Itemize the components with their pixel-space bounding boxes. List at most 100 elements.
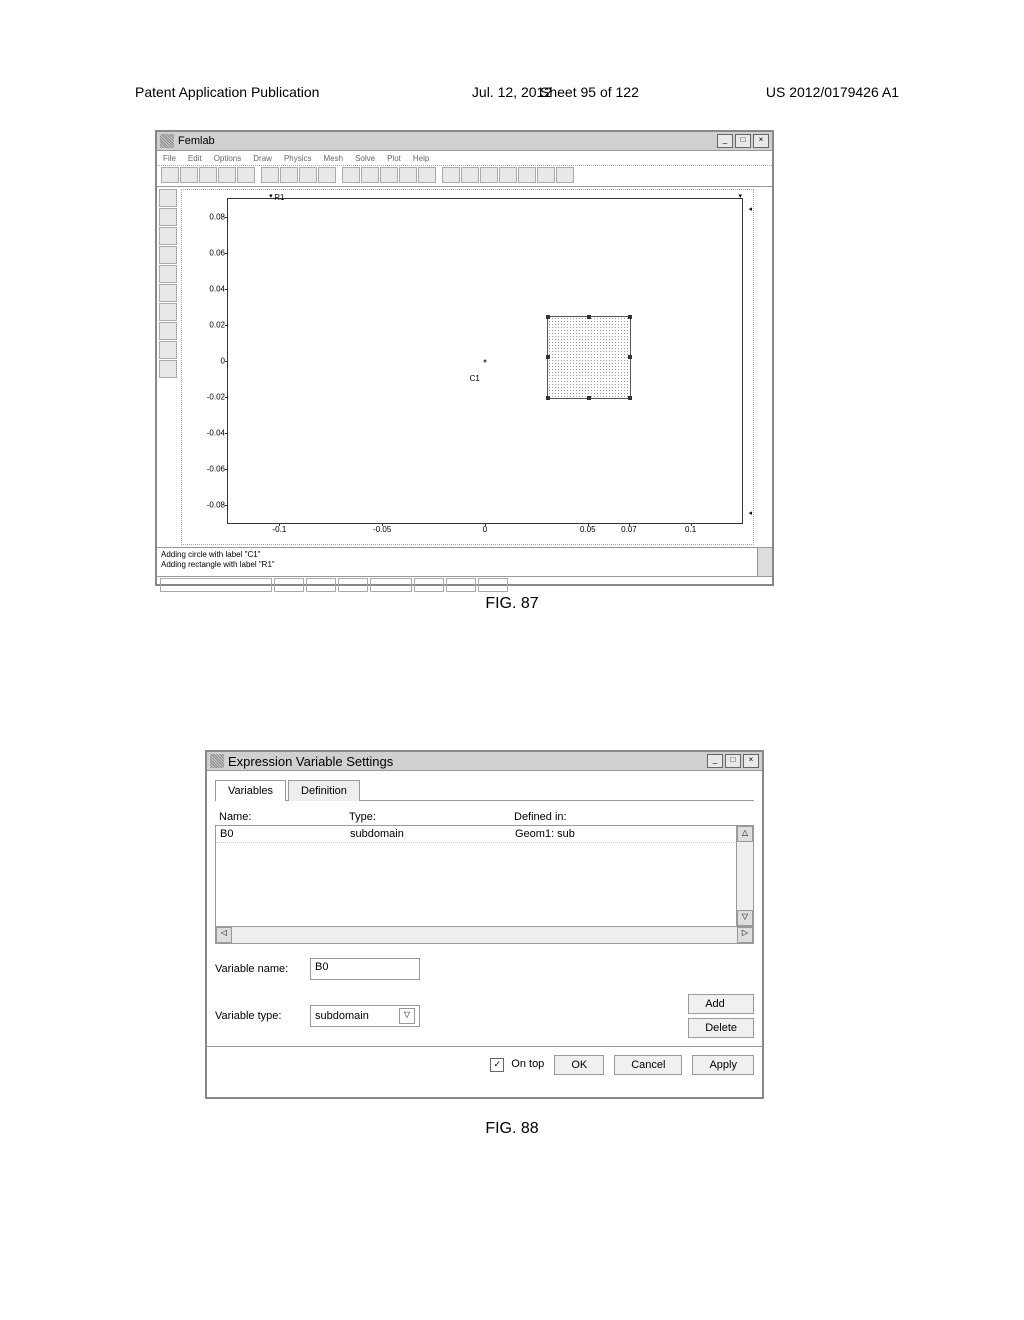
xtick-label: 0.1 — [685, 525, 696, 534]
menu-draw[interactable]: Draw — [253, 154, 272, 163]
scroll-left-icon[interactable]: ◁ — [216, 927, 232, 943]
toolbar-button[interactable] — [537, 167, 555, 183]
toolbar-button[interactable] — [480, 167, 498, 183]
patent-header-left: Patent Application Publication — [135, 84, 319, 100]
menu-edit[interactable]: Edit — [188, 154, 202, 163]
column-header-name: Name: — [219, 811, 349, 823]
toolbar-button[interactable] — [380, 167, 398, 183]
close-button[interactable]: × — [743, 754, 759, 768]
rectangle-r1[interactable] — [547, 316, 631, 399]
on-top-text: On top — [511, 1058, 544, 1070]
toolbar-button[interactable] — [361, 167, 379, 183]
scroll-up-icon[interactable]: △ — [737, 826, 753, 842]
variable-type-value: subdomain — [315, 1010, 369, 1022]
toolbar-button[interactable] — [499, 167, 517, 183]
figure-88-label: FIG. 88 — [0, 1120, 1024, 1138]
menu-options[interactable]: Options — [214, 154, 242, 163]
toolbar-button[interactable] — [161, 167, 179, 183]
close-button[interactable]: × — [753, 134, 769, 148]
menu-help[interactable]: Help — [413, 154, 429, 163]
toolbar-button[interactable] — [199, 167, 217, 183]
maximize-button[interactable]: □ — [735, 134, 751, 148]
ok-button[interactable]: OK — [554, 1055, 604, 1075]
tool-button[interactable] — [159, 208, 177, 226]
tool-button[interactable] — [159, 284, 177, 302]
log-panel: Adding circle with label "C1" Adding rec… — [157, 547, 772, 577]
app-icon — [160, 134, 174, 148]
ytick-label: -0.04 — [207, 428, 225, 437]
dialog-titlebar[interactable]: Expression Variable Settings _ □ × — [207, 752, 762, 771]
variable-name-input[interactable]: B0 — [310, 958, 420, 980]
toolbar-button[interactable] — [518, 167, 536, 183]
log-scrollbar[interactable] — [757, 548, 772, 576]
chevron-down-icon[interactable]: ▽ — [399, 1008, 415, 1024]
menu-mesh[interactable]: Mesh — [324, 154, 344, 163]
cell-defined: Geom1: sub — [515, 828, 732, 840]
tool-button[interactable] — [159, 265, 177, 283]
scroll-down-icon[interactable]: ▽ — [737, 910, 753, 926]
variables-listbox[interactable]: B0 subdomain Geom1: sub △ ▽ — [215, 825, 754, 927]
delete-button[interactable]: Delete — [688, 1018, 754, 1038]
tab-definition[interactable]: Definition — [288, 780, 360, 801]
circle-c1-center[interactable] — [484, 360, 487, 363]
menu-plot[interactable]: Plot — [387, 154, 401, 163]
patent-header-sheet: Sheet 95 of 122 — [540, 84, 639, 100]
plot-area[interactable]: 0.08 0.06 0.04 0.02 0 -0.02 -0.04 -0.06 — [181, 189, 754, 545]
toolbar-button[interactable] — [556, 167, 574, 183]
cancel-button[interactable]: Cancel — [614, 1055, 682, 1075]
list-row[interactable]: B0 subdomain Geom1: sub — [216, 826, 736, 843]
menu-file[interactable]: File — [163, 154, 176, 163]
toolbar-button[interactable] — [461, 167, 479, 183]
tool-button[interactable] — [159, 227, 177, 245]
tool-button[interactable] — [159, 246, 177, 264]
figure-87-label: FIG. 87 — [0, 595, 1024, 613]
log-line: Adding rectangle with label "R1" — [161, 560, 768, 570]
status-cell — [446, 578, 476, 592]
xtick-label: -0.05 — [373, 525, 391, 534]
menu-solve[interactable]: Solve — [355, 154, 375, 163]
tool-button[interactable] — [159, 341, 177, 359]
tool-button[interactable] — [159, 322, 177, 340]
scroll-right-icon[interactable]: ▷ — [737, 927, 753, 943]
add-button[interactable]: Add — [688, 994, 754, 1014]
list-scrollbar-vertical[interactable]: △ ▽ — [736, 826, 753, 926]
toolbar-button[interactable] — [442, 167, 460, 183]
menu-physics[interactable]: Physics — [284, 154, 312, 163]
xtick-label: 0.05 — [580, 525, 596, 534]
plot-canvas[interactable]: 0.08 0.06 0.04 0.02 0 -0.02 -0.04 -0.06 — [227, 198, 743, 524]
ytick-label: 0.02 — [209, 320, 225, 329]
dialog-button-bar: ✓ On top OK Cancel Apply — [207, 1046, 762, 1083]
cell-name: B0 — [220, 828, 350, 840]
ytick-label: -0.06 — [207, 464, 225, 473]
tool-button[interactable] — [159, 303, 177, 321]
toolbar-button[interactable] — [399, 167, 417, 183]
toolbar-button[interactable] — [218, 167, 236, 183]
ytick-label: 0.08 — [209, 212, 225, 221]
toolbar-button[interactable] — [318, 167, 336, 183]
tab-variables[interactable]: Variables — [215, 780, 286, 801]
titlebar[interactable]: Femlab _ □ × — [157, 132, 772, 151]
toolbar-button[interactable] — [418, 167, 436, 183]
on-top-checkbox[interactable]: ✓ — [490, 1058, 504, 1072]
status-cell — [370, 578, 412, 592]
toolbar-button[interactable] — [342, 167, 360, 183]
xtick-label: -0.1 — [272, 525, 286, 534]
on-top-checkbox-label[interactable]: ✓ On top — [490, 1058, 544, 1072]
list-scrollbar-horizontal[interactable]: ◁ ▷ — [215, 927, 754, 944]
toolbar-button[interactable] — [299, 167, 317, 183]
variable-type-select[interactable]: subdomain ▽ — [310, 1005, 420, 1027]
tool-button[interactable] — [159, 360, 177, 378]
minimize-button[interactable]: _ — [707, 754, 723, 768]
maximize-button[interactable]: □ — [725, 754, 741, 768]
apply-button[interactable]: Apply — [692, 1055, 754, 1075]
log-line: Adding circle with label "C1" — [161, 550, 768, 560]
toolbar-button[interactable] — [280, 167, 298, 183]
toolbar-button[interactable] — [237, 167, 255, 183]
column-header-type: Type: — [349, 811, 514, 823]
toolbar-button[interactable] — [261, 167, 279, 183]
minimize-button[interactable]: _ — [717, 134, 733, 148]
tool-button[interactable] — [159, 189, 177, 207]
toolbar — [157, 166, 772, 187]
toolbar-button[interactable] — [180, 167, 198, 183]
variable-type-label: Variable type: — [215, 1010, 310, 1022]
